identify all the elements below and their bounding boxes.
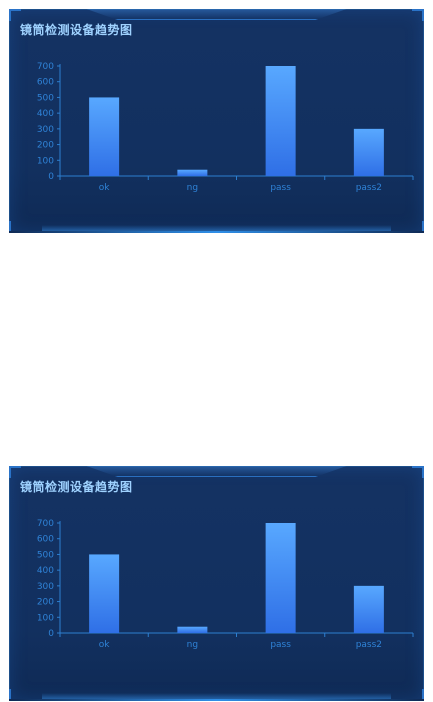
frame-bottom-line	[9, 699, 424, 701]
frame-corner	[412, 9, 424, 21]
y-tick-label: 400	[37, 109, 54, 119]
x-tick-label: pass2	[356, 640, 382, 650]
chart-panel-bottom: 镜筒检测设备趋势图 0 100 200 300 400 500 600 700 ok ng pass…	[9, 466, 424, 701]
y-tick-label: 200	[37, 598, 54, 608]
y-tick-label: 500	[37, 550, 54, 560]
x-tick-label: ng	[187, 640, 198, 650]
bar-ng	[177, 169, 208, 176]
frame-corner	[412, 466, 424, 478]
x-tick-label: pass	[270, 640, 291, 650]
x-tick-label: ng	[187, 183, 198, 193]
y-tick-label: 300	[37, 582, 54, 592]
x-tick-label: pass2	[356, 183, 382, 193]
frame-corner	[9, 9, 21, 21]
bar-ng	[177, 626, 208, 633]
bar-ok	[89, 97, 120, 176]
x-tick-label: ok	[99, 640, 111, 650]
panel-title: 镜筒检测设备趋势图	[20, 480, 133, 494]
y-tick-label: 600	[37, 78, 54, 88]
y-tick-label: 700	[37, 62, 54, 72]
y-tick-label: 400	[37, 566, 54, 576]
frame-top-decoration	[86, 9, 347, 20]
y-tick-label: 100	[37, 613, 54, 623]
y-tick-label: 500	[37, 93, 54, 103]
y-tick-label: 0	[48, 172, 54, 182]
bar-chart: 0 100 200 300 400 500 600 700 ok ng pass pass2	[37, 519, 414, 650]
y-tick-label: 300	[37, 125, 54, 135]
x-tick-label: ok	[99, 183, 111, 193]
bar-pass2	[353, 585, 384, 633]
frame-bottom-decoration	[42, 225, 391, 233]
bar-ok	[89, 554, 120, 633]
bar-pass	[265, 66, 296, 176]
chart-panel-top: 镜筒检测设备趋势图 0 100 200 300 400 500 600 700 ok ng pass…	[9, 9, 424, 233]
y-tick-label: 200	[37, 141, 54, 151]
bar-pass2	[353, 128, 384, 176]
frame-top-decoration	[86, 466, 347, 477]
x-tick-label: pass	[270, 183, 291, 193]
panel-title: 镜筒检测设备趋势图	[20, 23, 133, 37]
y-tick-label: 100	[37, 156, 54, 166]
frame-bottom-line	[9, 231, 424, 233]
frame-corner	[9, 466, 21, 478]
y-tick-label: 600	[37, 535, 54, 545]
frame-bottom-decoration	[42, 693, 391, 701]
y-tick-label: 700	[37, 519, 54, 529]
bar-chart: 0 100 200 300 400 500 600 700 ok ng pass pass2	[37, 62, 414, 193]
bar-pass	[265, 523, 296, 633]
y-tick-label: 0	[48, 629, 54, 639]
